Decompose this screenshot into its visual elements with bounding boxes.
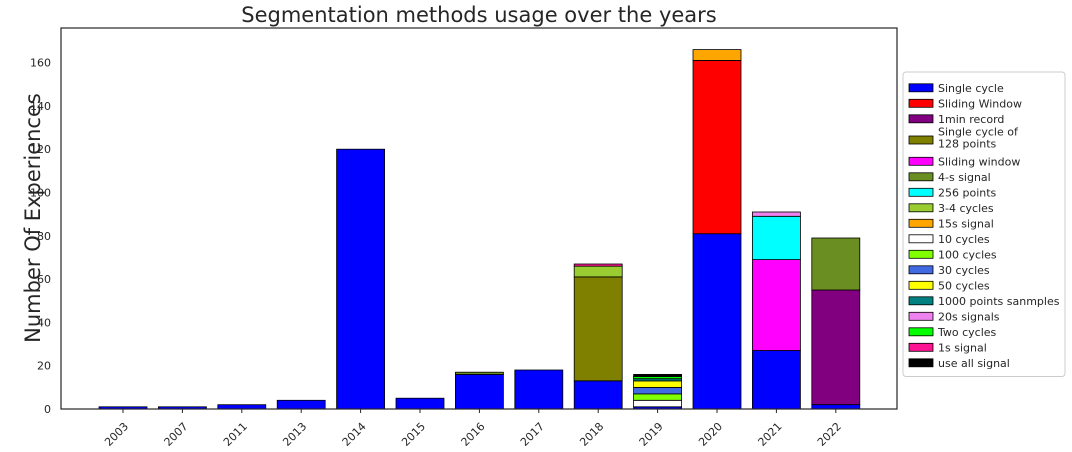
plot-frame bbox=[60, 27, 898, 410]
legend-label-0: Single cycle bbox=[938, 82, 1004, 95]
y-tick-label: 20 bbox=[37, 360, 51, 373]
legend-label-2: 1min record bbox=[938, 113, 1004, 126]
legend-swatch-9 bbox=[908, 234, 934, 244]
legend-swatch-3 bbox=[908, 135, 934, 145]
bar-2018-series-0 bbox=[573, 380, 623, 410]
x-tick-label-2014: 2014 bbox=[340, 420, 369, 449]
legend-swatch-5 bbox=[908, 172, 934, 182]
legend-label-10: 100 cycles bbox=[938, 248, 997, 261]
legend-label-14: 20s signals bbox=[938, 310, 1000, 323]
legend-swatch-1 bbox=[908, 98, 934, 108]
bar-2016-series-0 bbox=[454, 373, 504, 410]
bar-2021-series-14 bbox=[752, 211, 801, 217]
bar-2019-series-11 bbox=[633, 386, 682, 395]
legend-frame bbox=[902, 71, 1066, 377]
x-tick-label-2003: 2003 bbox=[102, 420, 131, 449]
x-tick-label-2016: 2016 bbox=[459, 420, 488, 449]
y-tick-label: 40 bbox=[37, 316, 51, 329]
bars-group bbox=[98, 49, 861, 410]
legend-label-3: Single cycle of bbox=[938, 126, 1019, 139]
bar-2022-series-0 bbox=[811, 404, 861, 410]
bar-2019-series-12 bbox=[633, 380, 682, 388]
x-tick-label-2007: 2007 bbox=[162, 420, 191, 449]
legend-label-1: Sliding Window bbox=[938, 97, 1022, 110]
legend-swatch-15 bbox=[908, 327, 934, 337]
legend-label-5: 4-s signal bbox=[938, 171, 991, 184]
bar-2016-series-5 bbox=[454, 371, 504, 375]
y-axis-label: Number Of Experiences bbox=[21, 93, 45, 343]
bar-2020-series-0 bbox=[692, 233, 742, 410]
x-tick-label-2020: 2020 bbox=[696, 420, 725, 449]
y-tick-label: 0 bbox=[44, 403, 51, 416]
legend-label-9: 10 cycles bbox=[938, 233, 990, 246]
legend-swatch-6 bbox=[908, 187, 934, 197]
bar-2019-series-9 bbox=[633, 399, 682, 408]
legend-label-4: Sliding window bbox=[938, 155, 1020, 168]
bar-2018-series-7 bbox=[573, 265, 623, 278]
bar-2015-series-0 bbox=[395, 397, 445, 410]
legend-label-8: 15s signal bbox=[938, 217, 994, 230]
legend-swatch-14 bbox=[908, 311, 934, 321]
legend-swatch-2 bbox=[908, 114, 934, 124]
y-tick-label: 80 bbox=[37, 230, 51, 243]
y-tick-label: 60 bbox=[37, 273, 51, 286]
x-axis-ticks: 2003 2007 2011 2013 2014 2015 2016 2017 2018 2019… bbox=[102, 409, 844, 449]
legend-swatch-13 bbox=[908, 296, 934, 306]
legend-label-7: 3-4 cycles bbox=[938, 202, 994, 215]
bar-2014-series-0 bbox=[336, 148, 386, 410]
bar-2021-series-4 bbox=[752, 259, 801, 351]
bar-2021-series-0 bbox=[752, 350, 801, 410]
bar-2018-series-3 bbox=[573, 276, 623, 382]
legend-label-17: use all signal bbox=[938, 357, 1010, 370]
x-tick-label-2018: 2018 bbox=[577, 420, 606, 449]
bar-2020-series-8 bbox=[692, 49, 742, 61]
x-tick-label-2019: 2019 bbox=[637, 420, 666, 449]
legend: Single cycle Sliding Window 1min recordSin… bbox=[902, 71, 1066, 377]
legend-swatch-4 bbox=[908, 156, 934, 166]
legend-swatch-7 bbox=[908, 203, 934, 213]
legend-label-3: 128 points bbox=[938, 138, 997, 151]
y-tick-label: 120 bbox=[30, 143, 51, 156]
legend-swatch-11 bbox=[908, 265, 934, 275]
legend-swatch-16 bbox=[908, 342, 934, 352]
bar-2018-series-16 bbox=[573, 263, 623, 267]
bar-2021-series-6 bbox=[752, 215, 801, 261]
legend-label-12: 50 cycles bbox=[938, 279, 990, 292]
bar-2013-series-0 bbox=[276, 399, 326, 410]
bar-2019-series-17 bbox=[633, 373, 682, 377]
bar-2022-series-2 bbox=[811, 289, 861, 405]
legend-label-11: 30 cycles bbox=[938, 264, 990, 277]
y-tick-label: 160 bbox=[30, 57, 51, 70]
bar-2011-series-0 bbox=[217, 404, 267, 410]
x-tick-label-2015: 2015 bbox=[399, 420, 428, 449]
legend-label-13: 1000 points sanmples bbox=[938, 295, 1060, 308]
legend-swatch-10 bbox=[908, 249, 934, 259]
y-tick-label: 100 bbox=[30, 187, 51, 200]
legend-label-16: 1s signal bbox=[938, 341, 987, 354]
bar-2022-series-5 bbox=[811, 237, 861, 291]
x-tick-label-2017: 2017 bbox=[518, 420, 547, 449]
x-tick-label-2021: 2021 bbox=[756, 420, 785, 449]
x-tick-label-2011: 2011 bbox=[221, 420, 250, 449]
legend-swatch-8 bbox=[908, 218, 934, 228]
x-tick-label-2013: 2013 bbox=[280, 420, 309, 449]
legend-label-6: 256 points bbox=[938, 186, 997, 199]
legend-swatch-17 bbox=[908, 358, 934, 368]
y-axis-ticks: 0 20 40 60 80 100 120 140 160 bbox=[30, 57, 51, 416]
bar-2017-series-0 bbox=[514, 369, 564, 410]
legend-swatch-0 bbox=[908, 83, 934, 93]
x-tick-label-2022: 2022 bbox=[815, 420, 844, 449]
chart-title: Segmentation methods usage over the year… bbox=[241, 3, 716, 27]
bar-2020-series-1 bbox=[692, 60, 742, 235]
y-tick-label: 140 bbox=[30, 100, 51, 113]
legend-label-15: Two cycles bbox=[937, 326, 997, 339]
bar-2019-series-10 bbox=[633, 393, 682, 401]
legend-swatch-12 bbox=[908, 280, 934, 290]
